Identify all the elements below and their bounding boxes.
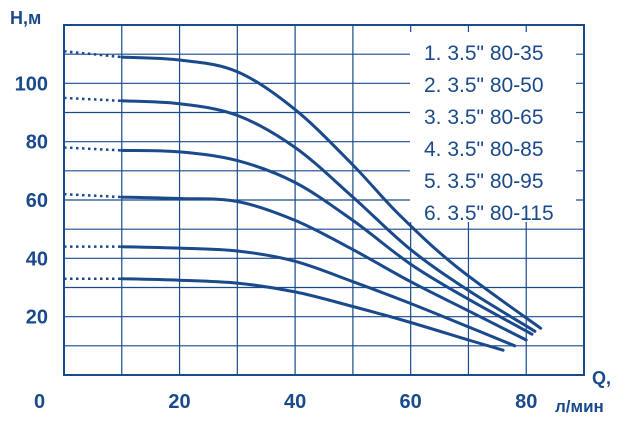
legend-entry: 6. 3.5" 80-115: [424, 202, 554, 225]
legend: 1. 3.5" 80-35 2. 3.5" 80-50 3. 3.5" 80-65 4…: [410, 32, 576, 225]
series-3-extrapolation: [63, 192, 122, 199]
x-tick-label: 20: [168, 391, 190, 413]
series-5-curve: [120, 99, 537, 333]
series-4-extrapolation: [63, 146, 122, 152]
x-tick-label: 80: [515, 391, 537, 413]
legend-entry: 3. 3.5" 80-65: [424, 106, 544, 129]
legend-entry: 5. 3.5" 80-95: [424, 170, 544, 193]
y-tick-label: 40: [26, 248, 48, 270]
origin-label: 0: [34, 391, 45, 413]
x-axis-label-q: Q,: [592, 368, 611, 388]
y-tick-label: 60: [26, 190, 48, 212]
x-tick-label: 60: [400, 391, 422, 413]
y-axis-label: H,м: [10, 8, 41, 28]
series-5-extrapolation: [63, 96, 122, 103]
x-axis-label-unit: л/мин: [555, 397, 604, 416]
legend-entry: 4. 3.5" 80-85: [424, 138, 544, 161]
legend-entry: 2. 3.5" 80-50: [424, 74, 544, 97]
y-tick-label: 20: [26, 307, 48, 329]
series-curves: [63, 50, 543, 352]
series-4-curve: [120, 148, 534, 336]
x-tick-label: 40: [284, 391, 306, 413]
series-3-curve: [120, 195, 528, 342]
legend-background: [410, 32, 576, 222]
legend-entry: 1. 3.5" 80-35: [424, 42, 544, 65]
x-tick-labels: 20 40 60 80: [168, 391, 537, 413]
y-tick-label: 100: [15, 73, 48, 95]
series-1-curve: [120, 277, 505, 352]
series-6-extrapolation: [63, 50, 122, 59]
series-6-curve: [120, 55, 543, 330]
y-tick-label: 80: [26, 132, 48, 154]
plot-frame: [63, 24, 585, 376]
y-tick-labels: 20 40 60 80 100: [15, 73, 48, 328]
series-2-curve: [120, 245, 517, 348]
